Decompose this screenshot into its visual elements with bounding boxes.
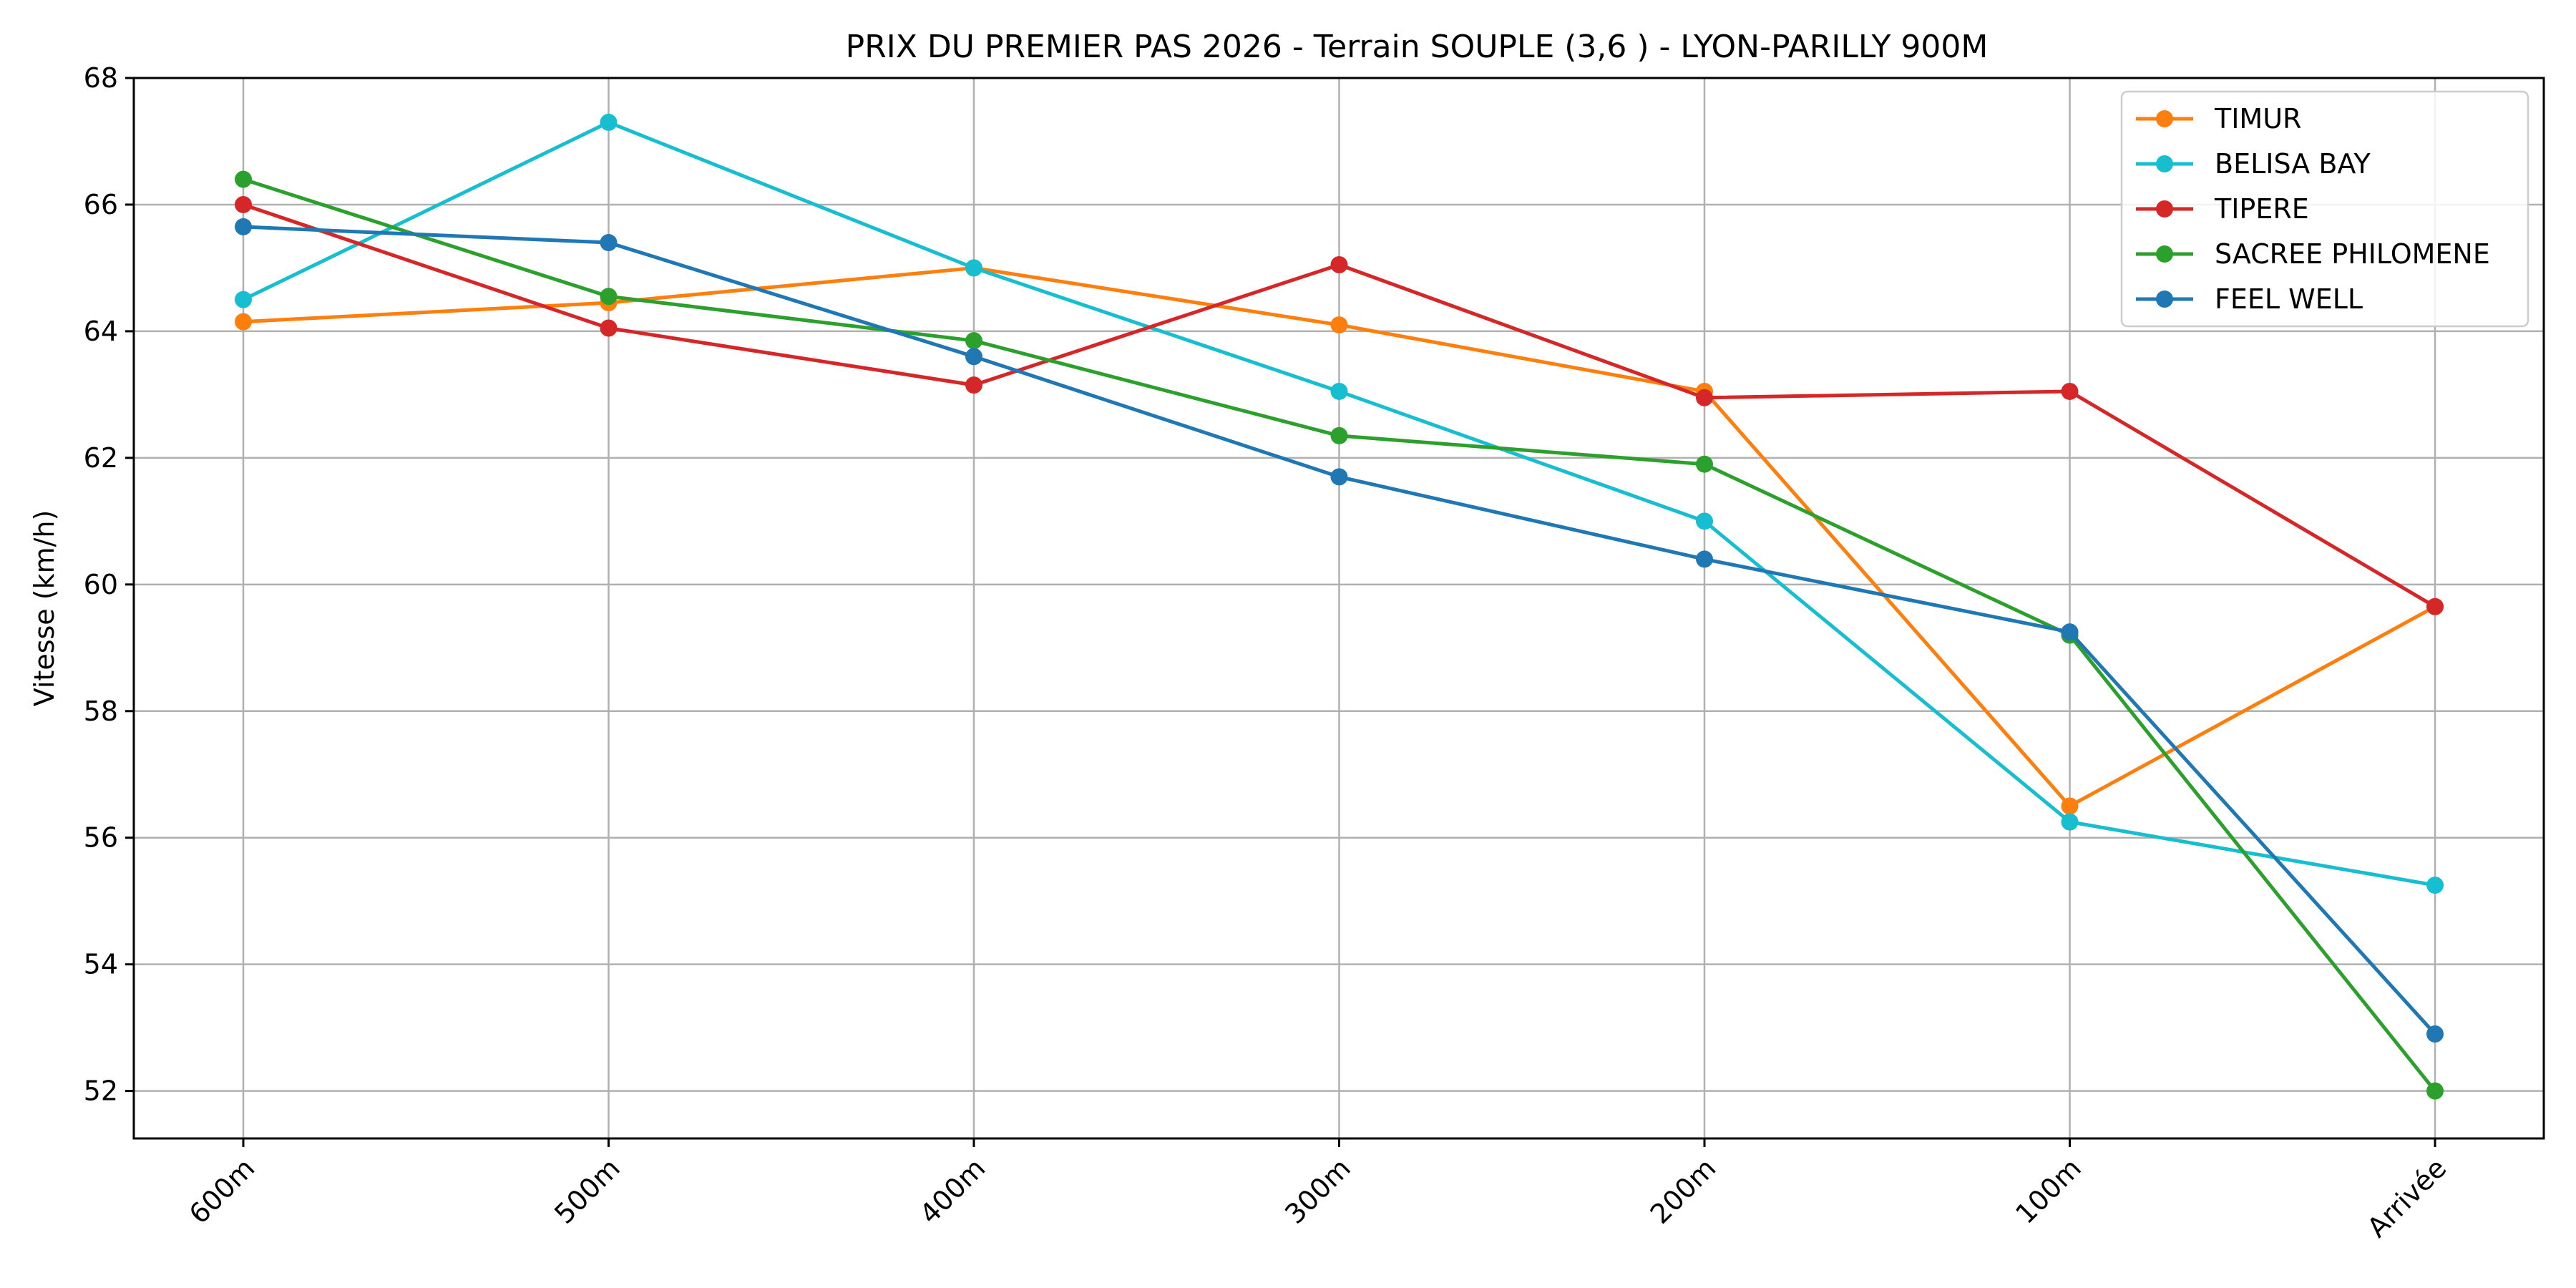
legend: TIMUR BELISA BAY TIPERE SACREE PHILOMENE FEE… [2120, 90, 2529, 328]
data-point [235, 170, 252, 188]
data-point [2426, 1025, 2444, 1043]
data-point [235, 291, 252, 308]
legend-label: BELISA BAY [2215, 148, 2371, 180]
data-point [235, 313, 252, 331]
x-tick-label: Arrivée [2361, 1152, 2453, 1244]
data-point [965, 348, 982, 366]
y-tick-label: 52 [84, 1075, 118, 1107]
data-point [2061, 813, 2079, 831]
legend-marker [2156, 245, 2173, 263]
x-tick-label: 500m [548, 1152, 626, 1230]
x-tick-label: 300m [1279, 1152, 1357, 1230]
data-point [965, 332, 982, 350]
chart-title: PRIX DU PREMIER PAS 2026 - Terrain SOUPL… [846, 29, 1989, 65]
data-point [2061, 797, 2079, 815]
data-point [2061, 623, 2079, 641]
y-tick-label: 64 [84, 316, 118, 347]
series-belisa-bay [235, 113, 2444, 894]
data-point [600, 319, 618, 337]
y-tick-label: 56 [84, 822, 118, 854]
y-tick-label: 54 [84, 949, 118, 980]
legend-item: TIPERE [2136, 193, 2309, 225]
x-tick-label: 100m [2009, 1152, 2087, 1230]
data-point [965, 259, 982, 277]
data-point [1330, 316, 1348, 334]
legend-marker [2156, 291, 2173, 308]
legend-marker [2156, 200, 2173, 218]
x-tick-label: 400m [914, 1152, 992, 1230]
data-point [600, 234, 618, 252]
x-tick-label: 600m [183, 1152, 261, 1230]
y-tick-label: 66 [84, 189, 118, 220]
series-layer [235, 113, 2444, 1100]
data-point [1696, 550, 1713, 568]
series-tipere [235, 195, 2444, 615]
data-point [2426, 1082, 2444, 1100]
data-point [1330, 382, 1348, 400]
y-tick-label: 60 [84, 569, 118, 600]
data-point [600, 288, 618, 306]
legend-item: SACREE PHILOMENE [2136, 238, 2490, 270]
series-feel-well [235, 218, 2444, 1043]
data-point [235, 195, 252, 213]
legend-marker [2156, 155, 2173, 172]
legend-label: TIMUR [2214, 103, 2301, 135]
y-axis-ticks: 52 54 56 58 60 62 64 66 68 [84, 62, 134, 1107]
legend-item: FEEL WELL [2136, 283, 2363, 315]
y-tick-label: 68 [84, 62, 118, 94]
data-point [1696, 389, 1713, 406]
data-point [235, 218, 252, 235]
data-point [1330, 256, 1348, 274]
legend-item: BELISA BAY [2136, 148, 2371, 180]
legend-box [2120, 90, 2529, 328]
data-point [1696, 512, 1713, 530]
data-point [1696, 455, 1713, 473]
legend-marker [2156, 110, 2173, 127]
data-point [2426, 597, 2444, 615]
data-point [2061, 382, 2079, 400]
legend-item: TIMUR [2136, 103, 2301, 135]
y-tick-label: 62 [84, 442, 118, 474]
x-axis-ticks: 600m 500m 400m 300m 200m 100m Arrivée [183, 1138, 2453, 1244]
y-tick-label: 58 [84, 696, 118, 727]
data-point [1330, 426, 1348, 444]
x-tick-label: 200m [1644, 1152, 1722, 1230]
data-point [600, 113, 618, 131]
legend-label: TIPERE [2214, 193, 2309, 225]
data-point [2426, 877, 2444, 894]
y-axis-label: Vitesse (km/h) [29, 510, 60, 707]
legend-label: SACREE PHILOMENE [2215, 238, 2490, 270]
data-point [1330, 468, 1348, 486]
legend-label: FEEL WELL [2215, 283, 2363, 315]
data-point [965, 376, 982, 394]
